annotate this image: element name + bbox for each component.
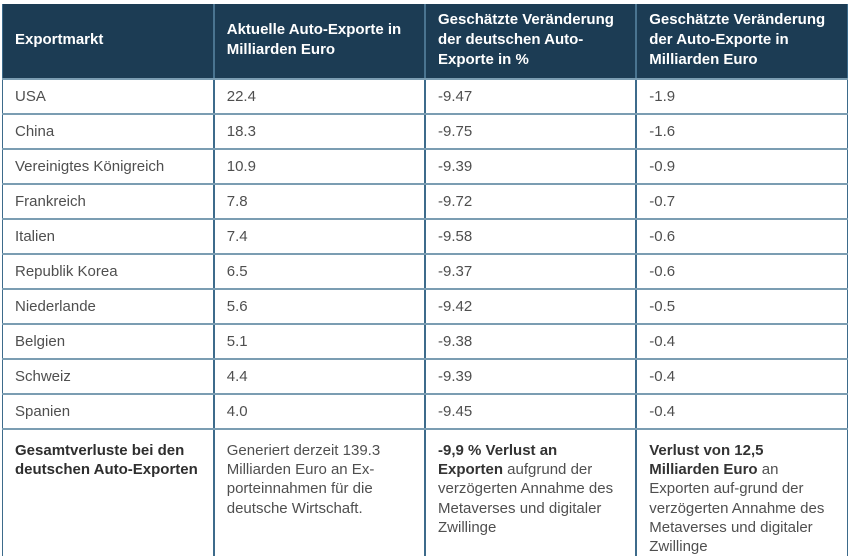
summary-pct-cell: -9,9 % Verlust an Exporten aufgrund der …: [425, 429, 638, 556]
change-abs-cell: -0.4: [636, 394, 848, 430]
current-exports-cell: 5.6: [213, 289, 427, 325]
table-row: Belgien 5.1 -9.38 -0.4: [2, 324, 848, 360]
table-row: Republik Korea 6.5 -9.37 -0.6: [2, 254, 848, 290]
current-exports-cell: 10.9: [213, 149, 427, 185]
change-abs-cell: -0.6: [636, 219, 848, 255]
change-pct-cell: -9.58: [425, 219, 638, 255]
summary-abs-bold: Verlust von 12,5 Milliarden Euro: [649, 442, 764, 479]
market-cell: USA: [2, 79, 215, 115]
current-exports-cell: 18.3: [213, 114, 427, 150]
table-row: Niederlande 5.6 -9.42 -0.5: [2, 289, 848, 325]
change-abs-cell: -0.9: [636, 149, 848, 185]
change-pct-cell: -9.38: [425, 324, 638, 360]
table-row: Frankreich 7.8 -9.72 -0.7: [2, 184, 848, 220]
market-cell: Italien: [2, 219, 215, 255]
column-header-change-absolute: Geschätzte Veränderung der Auto-Exporte …: [636, 4, 848, 80]
summary-pct-bold: -9,9 % Verlust an Exporten: [438, 442, 558, 479]
change-abs-cell: -0.6: [636, 254, 848, 290]
change-abs-cell: -0.5: [636, 289, 848, 325]
market-cell: China: [2, 114, 215, 150]
current-exports-cell: 22.4: [213, 79, 427, 115]
header-row: Exportmarkt Aktuelle Auto-Exporte in Mil…: [2, 4, 848, 80]
change-pct-cell: -9.39: [425, 149, 638, 185]
change-pct-cell: -9.42: [425, 289, 638, 325]
auto-exports-table: Exportmarkt Aktuelle Auto-Exporte in Mil…: [2, 4, 848, 556]
change-abs-cell: -0.4: [636, 359, 848, 395]
summary-current-cell: Generiert derzeit 139.3 Milliarden Euro …: [213, 429, 427, 556]
market-cell: Spanien: [2, 394, 215, 430]
current-exports-cell: 6.5: [213, 254, 427, 290]
change-pct-cell: -9.75: [425, 114, 638, 150]
summary-abs-rest: an Exporten auf-grund der verzögerten An…: [649, 461, 825, 555]
current-exports-cell: 4.0: [213, 394, 427, 430]
table-row: China 18.3 -9.75 -1.6: [2, 114, 848, 150]
summary-current-text: Generiert derzeit 139.3 Milliarden Euro …: [226, 442, 381, 517]
current-exports-cell: 4.4: [213, 359, 427, 395]
summary-row: Gesamtverluste bei den deutschen Auto-Ex…: [2, 429, 848, 556]
summary-label: Gesamtverluste bei den deutschen Auto-Ex…: [15, 442, 198, 479]
market-cell: Schweiz: [2, 359, 215, 395]
change-abs-cell: -1.9: [636, 79, 848, 115]
column-header-change-percent: Geschätzte Veränderung der deutschen Aut…: [425, 4, 638, 80]
change-pct-cell: -9.47: [425, 79, 638, 115]
change-pct-cell: -9.45: [425, 394, 638, 430]
column-header-current-exports: Aktuelle Auto-Exporte in Milliarden Euro: [213, 4, 427, 80]
market-cell: Niederlande: [2, 289, 215, 325]
change-abs-cell: -1.6: [636, 114, 848, 150]
summary-label-cell: Gesamtverluste bei den deutschen Auto-Ex…: [2, 429, 215, 556]
change-abs-cell: -0.4: [636, 324, 848, 360]
column-header-exportmarkt: Exportmarkt: [2, 4, 215, 80]
table-row: Vereinigtes Königreich 10.9 -9.39 -0.9: [2, 149, 848, 185]
change-pct-cell: -9.39: [425, 359, 638, 395]
table-row: Italien 7.4 -9.58 -0.6: [2, 219, 848, 255]
summary-abs-cell: Verlust von 12,5 Milliarden Euro an Expo…: [636, 429, 848, 556]
current-exports-cell: 7.4: [213, 219, 427, 255]
market-cell: Belgien: [2, 324, 215, 360]
current-exports-cell: 7.8: [213, 184, 427, 220]
table-row: Schweiz 4.4 -9.39 -0.4: [2, 359, 848, 395]
market-cell: Republik Korea: [2, 254, 215, 290]
table-row: Spanien 4.0 -9.45 -0.4: [2, 394, 848, 430]
current-exports-cell: 5.1: [213, 324, 427, 360]
table-header: Exportmarkt Aktuelle Auto-Exporte in Mil…: [2, 4, 848, 80]
change-abs-cell: -0.7: [636, 184, 848, 220]
table-footer: Gesamtverluste bei den deutschen Auto-Ex…: [2, 429, 848, 556]
change-pct-cell: -9.37: [425, 254, 638, 290]
table-row: USA 22.4 -9.47 -1.9: [2, 79, 848, 115]
market-cell: Vereinigtes Königreich: [2, 149, 215, 185]
market-cell: Frankreich: [2, 184, 215, 220]
summary-pct-rest: aufgrund der verzögerten Annahme des Met…: [438, 461, 614, 536]
table-body: USA 22.4 -9.47 -1.9 China 18.3 -9.75 -1.…: [2, 79, 848, 430]
change-pct-cell: -9.72: [425, 184, 638, 220]
